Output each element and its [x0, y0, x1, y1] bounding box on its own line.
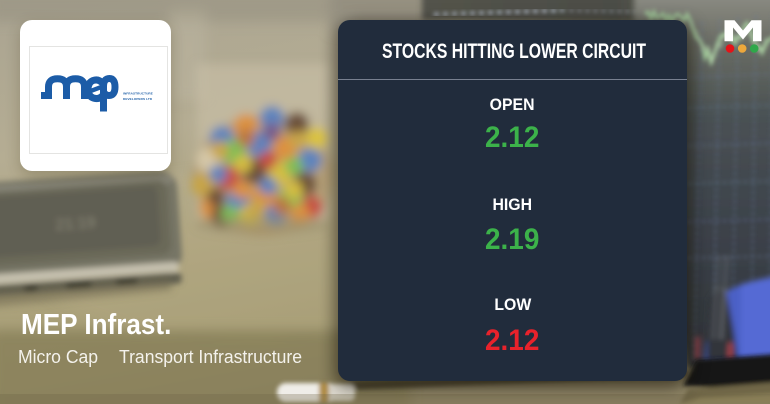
svg-text:21:19: 21:19 [55, 214, 96, 234]
svg-text:INFRASTRUCTURE: INFRASTRUCTURE [123, 92, 153, 96]
svg-text:DEVELOPERS LTD: DEVELOPERS LTD [123, 97, 153, 101]
